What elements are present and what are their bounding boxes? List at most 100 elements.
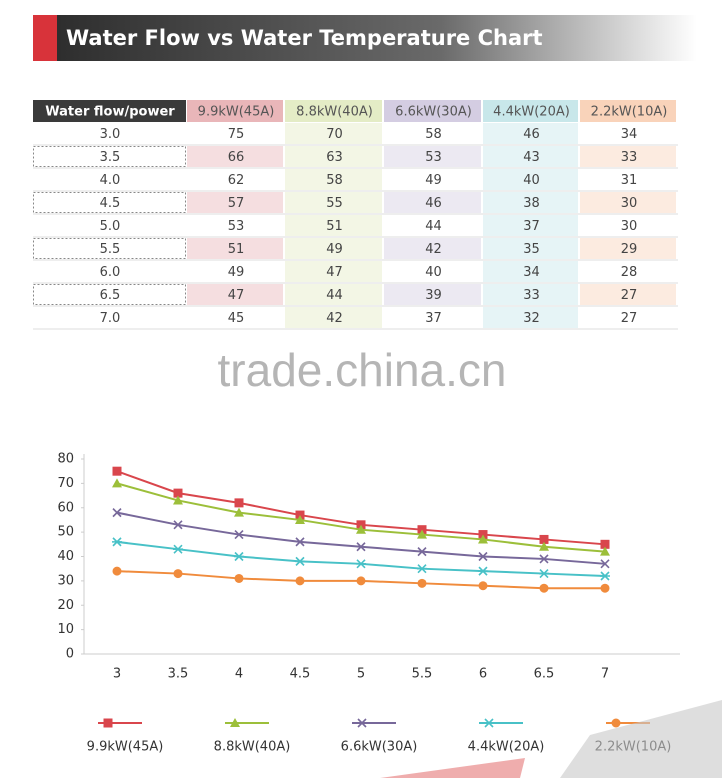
point [417, 578, 427, 588]
cell: 5.0 [100, 219, 121, 234]
point [295, 537, 305, 547]
point [356, 524, 366, 534]
cell: 58 [425, 127, 442, 142]
y-tick-label: 50 [57, 525, 74, 540]
cell: 37 [425, 311, 442, 326]
header-cell [285, 100, 382, 122]
cell: 49 [228, 265, 245, 280]
cell: 46 [425, 196, 442, 211]
header-accent [33, 15, 57, 61]
header-cell [384, 100, 481, 122]
point [356, 576, 366, 586]
cell: 31 [621, 173, 638, 188]
cell-frame [33, 192, 186, 213]
cell-bg [285, 169, 382, 190]
cell-bg [483, 284, 578, 305]
cell-bg [384, 146, 481, 167]
cell: 3.5 [100, 150, 121, 165]
cell: 34 [621, 127, 638, 142]
x-tick-label: 6.5 [534, 667, 555, 682]
cell: 51 [326, 219, 343, 234]
cell-bg [384, 284, 481, 305]
cell: 47 [228, 288, 245, 303]
cell-frame [33, 284, 186, 305]
cell: 66 [228, 150, 245, 165]
cell: 34 [523, 265, 540, 280]
cell-bg [580, 192, 676, 213]
legend-label: 6.6kW(30A) [341, 740, 418, 755]
point [539, 554, 549, 564]
cell-bg [285, 192, 382, 213]
cell: 37 [523, 219, 540, 234]
cell: 57 [228, 196, 245, 211]
y-tick-label: 10 [57, 622, 74, 637]
cell-bg [580, 284, 676, 305]
cell: 7.0 [100, 311, 121, 326]
cell: 70 [326, 127, 343, 142]
cell: 35 [523, 242, 540, 257]
cell-bg [285, 307, 382, 328]
legend-marker [484, 718, 494, 728]
point [112, 537, 122, 547]
cell-bg [483, 146, 578, 167]
cell-bg [285, 146, 382, 167]
x-tick-label: 4 [235, 667, 243, 682]
y-tick-label: 20 [57, 598, 74, 613]
series-line [116, 482, 606, 553]
point [112, 478, 122, 488]
point [234, 573, 244, 583]
header-bar [57, 15, 697, 61]
point [173, 495, 183, 505]
cell-bg [483, 123, 578, 144]
cell: 40 [425, 265, 442, 280]
legend-label: 9.9kW(45A) [87, 740, 164, 755]
cell: 49 [326, 242, 343, 257]
cell: 51 [228, 242, 245, 257]
x-tick-label: 3.5 [168, 667, 189, 682]
cell: 63 [326, 150, 343, 165]
point [539, 583, 549, 593]
y-tick-label: 80 [57, 452, 74, 467]
cell-bg [384, 192, 481, 213]
point [478, 551, 488, 562]
cell: 44 [326, 288, 343, 303]
legend-marker [230, 718, 240, 727]
point [295, 514, 305, 524]
point [234, 551, 244, 562]
cell-bg [483, 169, 578, 190]
cell: 33 [523, 288, 540, 303]
cell-bg [483, 238, 578, 259]
cell-frame [33, 238, 186, 259]
cell-bg [483, 215, 578, 236]
y-tick-label: 0 [66, 647, 74, 662]
cell: 39 [425, 288, 442, 303]
x-tick-label: 5 [357, 667, 365, 682]
point [539, 541, 549, 551]
cell-bg [285, 261, 382, 282]
point [173, 488, 183, 498]
cell: 3.0 [100, 127, 121, 142]
cell-bg [187, 238, 283, 259]
x-tick-label: 5.5 [412, 667, 433, 682]
point [234, 498, 244, 508]
cell: 6.5 [100, 288, 121, 303]
cell: 45 [228, 311, 245, 326]
point [600, 539, 610, 549]
cell: 49 [425, 173, 442, 188]
point [234, 529, 244, 540]
cell-bg [285, 123, 382, 144]
cell: 58 [326, 173, 343, 188]
point [295, 556, 305, 566]
header-cell [483, 100, 578, 122]
decor [380, 758, 525, 778]
x-tick-label: 6 [479, 667, 487, 682]
legend-marker [103, 718, 113, 728]
point [173, 520, 183, 530]
point [600, 583, 610, 593]
cell: 29 [621, 242, 638, 257]
point [600, 571, 610, 581]
y-tick-label: 30 [57, 573, 74, 588]
cell: 28 [621, 265, 638, 280]
point [600, 546, 610, 556]
point [600, 559, 610, 569]
